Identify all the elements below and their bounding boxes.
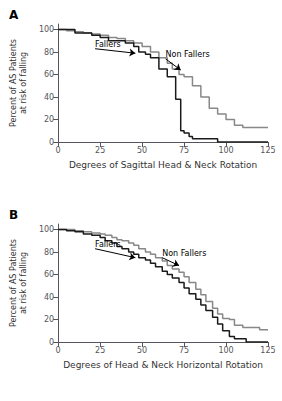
svg-text:Degrees of Sagittal Head & Nec: Degrees of Sagittal Head & Neck Rotation: [69, 160, 257, 170]
svg-text:Fallers: Fallers: [95, 240, 121, 249]
svg-text:40: 40: [44, 293, 54, 302]
svg-text:Non Fallers: Non Fallers: [162, 249, 206, 258]
svg-text:Percent of AS Patients: Percent of AS Patients: [9, 239, 18, 327]
svg-text:60: 60: [44, 270, 54, 279]
svg-text:20: 20: [44, 315, 54, 324]
svg-text:75: 75: [179, 146, 189, 155]
svg-text:50: 50: [137, 146, 147, 155]
svg-text:75: 75: [179, 346, 189, 355]
svg-text:0: 0: [56, 346, 61, 355]
svg-text:100: 100: [218, 146, 233, 155]
svg-text:25: 25: [95, 346, 105, 355]
svg-text:80: 80: [44, 48, 54, 57]
svg-text:40: 40: [44, 93, 54, 102]
svg-text:at risk of falling: at risk of falling: [19, 252, 28, 314]
svg-text:100: 100: [39, 25, 54, 34]
svg-text:A: A: [9, 8, 19, 22]
svg-text:100: 100: [39, 225, 54, 234]
svg-text:Fallers: Fallers: [95, 40, 121, 49]
svg-text:0: 0: [49, 138, 54, 147]
svg-text:Degrees of Head & Neck Horizon: Degrees of Head & Neck Horizontal Rotati…: [63, 360, 263, 370]
svg-text:60: 60: [44, 70, 54, 79]
svg-text:B: B: [9, 208, 18, 222]
svg-text:125: 125: [260, 346, 275, 355]
svg-text:80: 80: [44, 248, 54, 257]
svg-text:20: 20: [44, 115, 54, 124]
svg-text:0: 0: [49, 338, 54, 347]
svg-text:at risk of falling: at risk of falling: [19, 52, 28, 114]
svg-text:0: 0: [56, 146, 61, 155]
svg-text:Percent of AS Patients: Percent of AS Patients: [9, 39, 18, 127]
svg-text:50: 50: [137, 346, 147, 355]
svg-text:100: 100: [218, 346, 233, 355]
svg-text:Non Fallers: Non Fallers: [166, 50, 210, 59]
svg-text:25: 25: [95, 146, 105, 155]
svg-text:125: 125: [260, 146, 275, 155]
